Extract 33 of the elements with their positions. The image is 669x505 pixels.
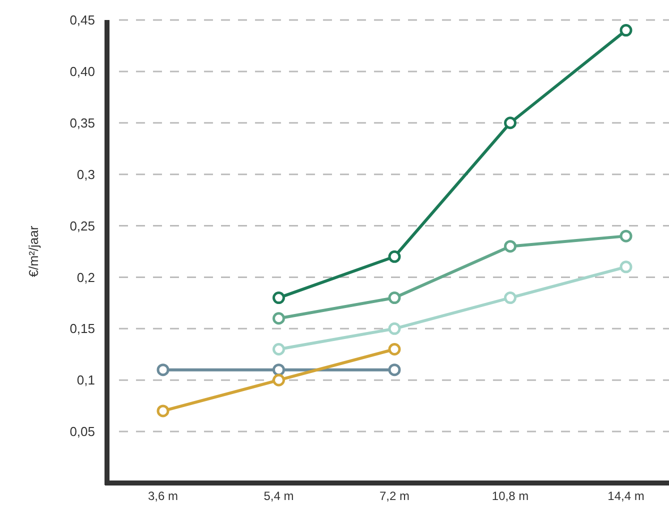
point bbox=[272, 374, 285, 386]
point bbox=[272, 292, 285, 304]
y-tick-label: 0,3 bbox=[76, 166, 95, 182]
point bbox=[272, 342, 285, 356]
point bbox=[388, 250, 401, 263]
y-tick-label: 0,45 bbox=[70, 12, 95, 28]
x-tick-label: 5,4 m bbox=[264, 489, 294, 503]
point bbox=[504, 116, 516, 130]
point bbox=[272, 364, 285, 376]
y-tick-label: 0,05 bbox=[70, 424, 95, 440]
point bbox=[620, 230, 632, 242]
point bbox=[156, 364, 170, 376]
point bbox=[156, 404, 170, 418]
y-axis-title: €/m²/jaar bbox=[26, 225, 41, 278]
y-tick-label: 0,40 bbox=[70, 64, 95, 79]
y-tick-label: 0,25 bbox=[70, 218, 95, 234]
point bbox=[504, 292, 516, 304]
y-tick-label: 0,2 bbox=[76, 270, 95, 285]
point bbox=[620, 260, 632, 274]
y-tick-label: 0,15 bbox=[70, 321, 95, 336]
point bbox=[504, 240, 516, 253]
point bbox=[388, 342, 401, 356]
point bbox=[620, 24, 632, 37]
y-tick-label: 0,35 bbox=[70, 115, 95, 130]
y-tick-label: 0,1 bbox=[76, 372, 95, 388]
x-tick-label: 7,2 m bbox=[379, 489, 410, 503]
point bbox=[388, 364, 401, 376]
x-tick-label: 10,8 m bbox=[492, 489, 529, 503]
point bbox=[388, 292, 401, 304]
point bbox=[272, 312, 285, 325]
x-tick-label: 3,6 m bbox=[148, 489, 178, 503]
point bbox=[388, 322, 401, 335]
x-tick-label: 14,4 m bbox=[608, 489, 644, 503]
